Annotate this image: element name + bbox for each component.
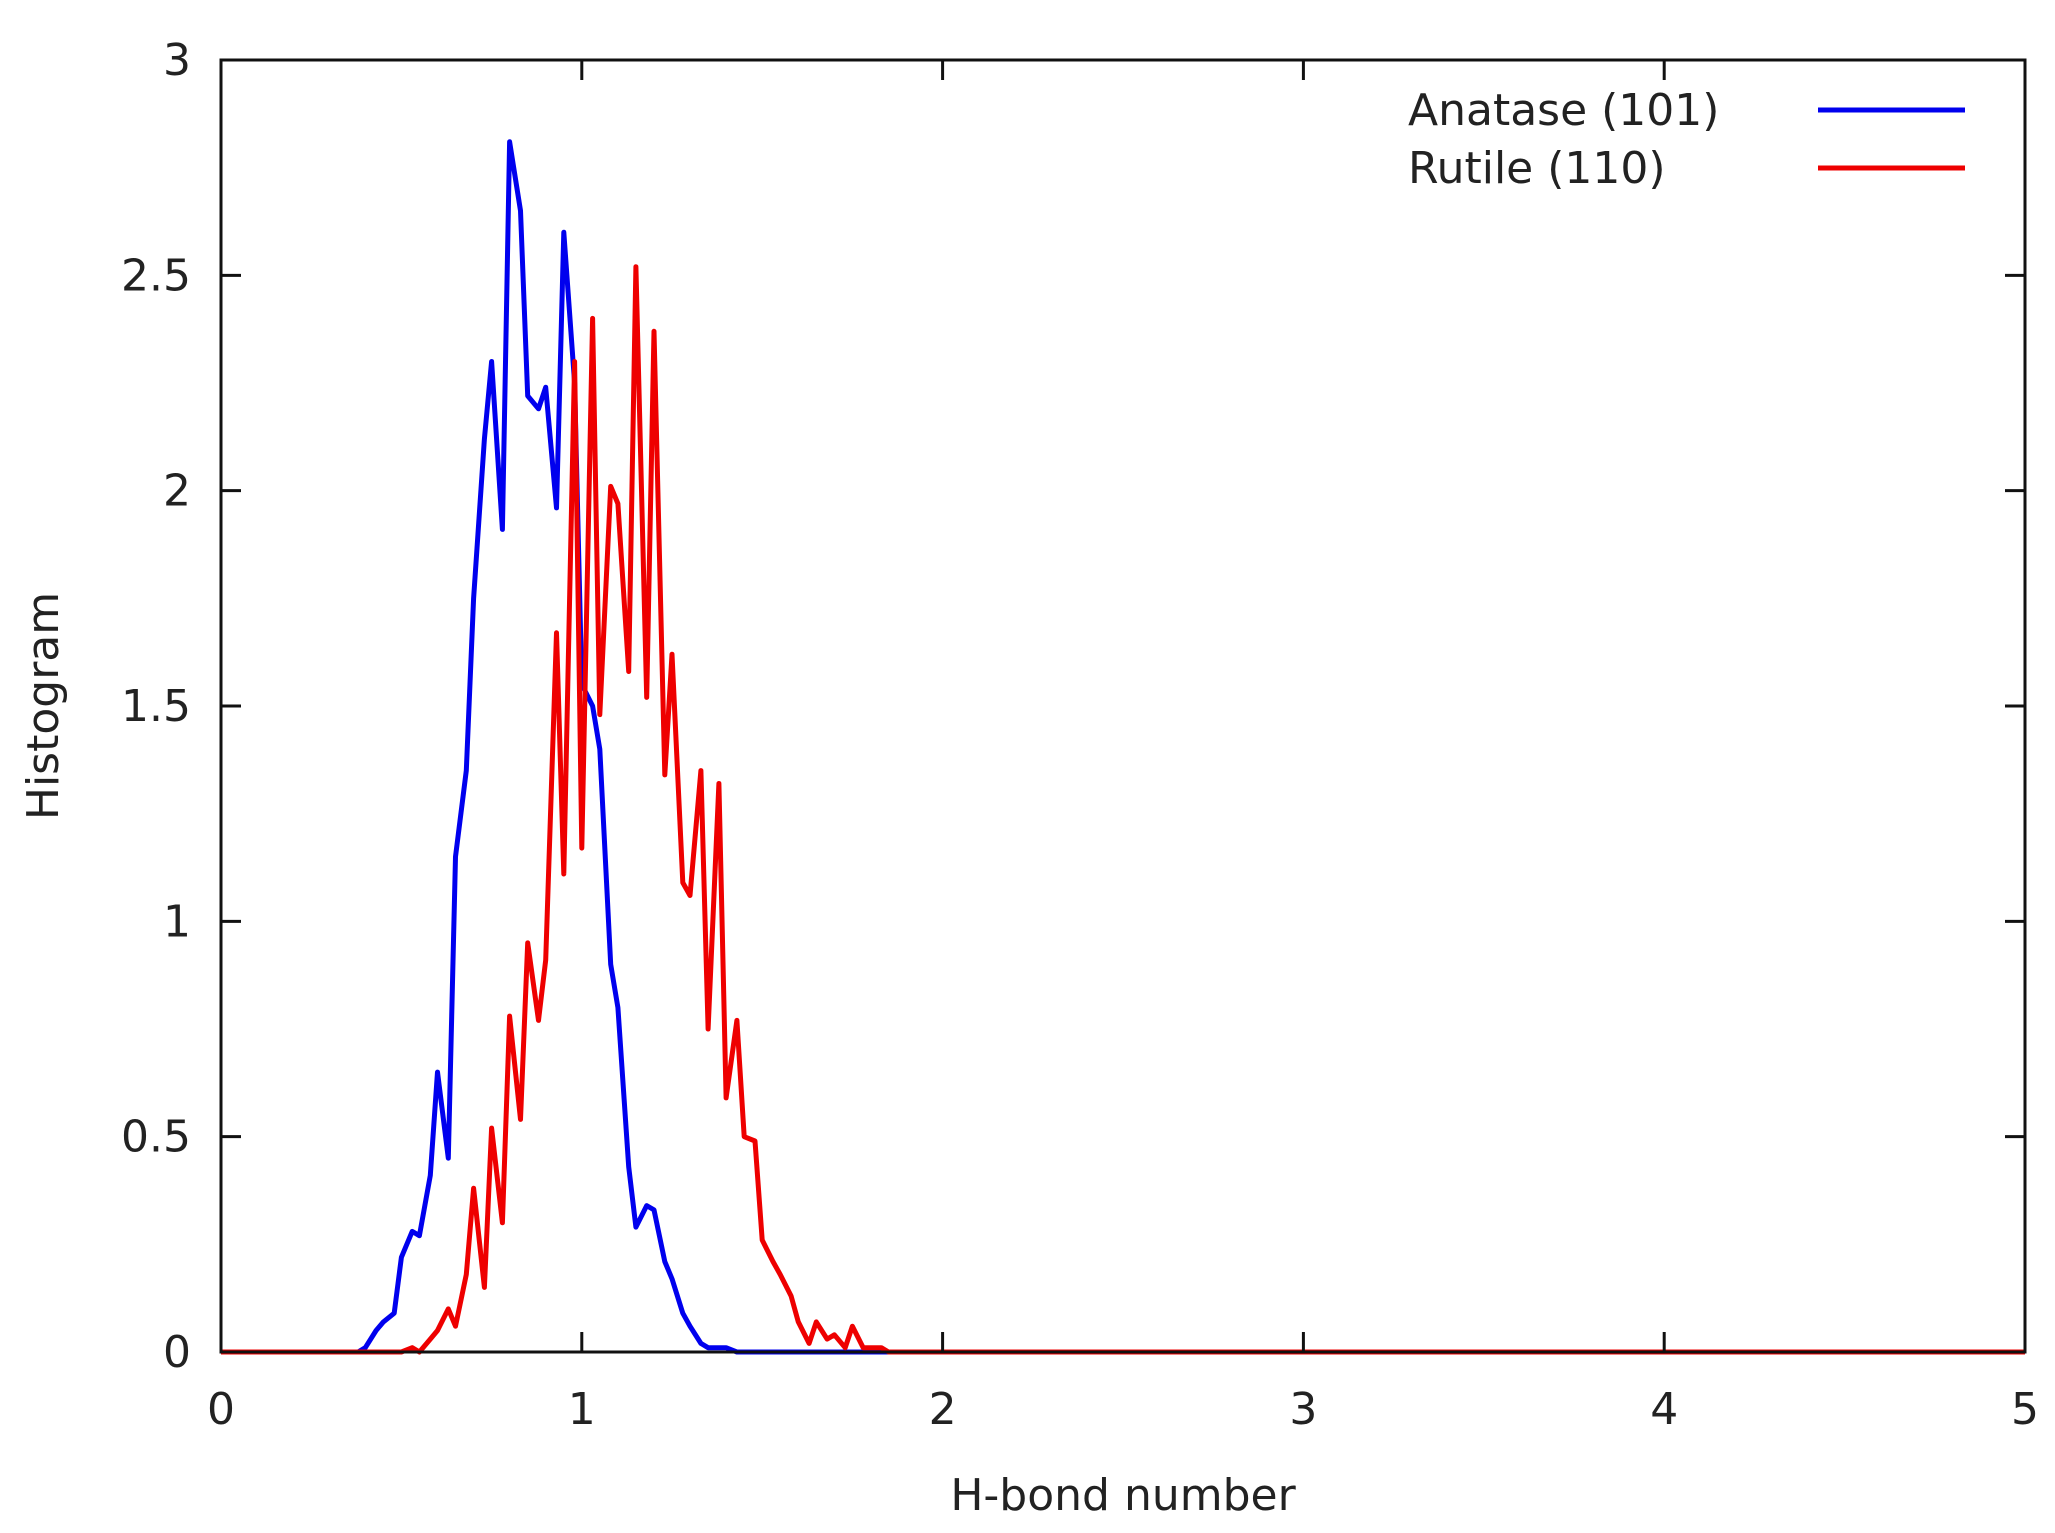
- x-tick-label: 3: [1289, 1384, 1317, 1435]
- series-layer: [221, 139, 2025, 1355]
- x-tick-label: 1: [568, 1384, 596, 1435]
- labels-layer: 0 1 2 3 4 5 0 0.5 1 1.5 2 2.5 3: [121, 35, 2039, 1435]
- legend-label-anatase: Anatase (101): [1408, 85, 1719, 136]
- legend: Anatase (101) Rutile (110): [1408, 85, 1965, 194]
- x-tick-label: 0: [207, 1384, 235, 1435]
- x-tick-label: 5: [2011, 1384, 2039, 1435]
- y-axis-title: Histogram: [18, 592, 69, 820]
- y-tick-label: 1: [163, 896, 191, 947]
- series-line-1: [221, 264, 2025, 1355]
- y-tick-label: 3: [163, 35, 191, 86]
- x-tick-label: 4: [1650, 1384, 1678, 1435]
- y-tick-label: 0.5: [121, 1112, 191, 1163]
- y-tick-label: 2: [163, 466, 191, 517]
- ticks-layer: [219, 58, 2027, 1354]
- legend-label-rutile: Rutile (110): [1408, 143, 1666, 194]
- x-tick-label: 2: [929, 1384, 957, 1435]
- y-tick-label: 1.5: [121, 681, 191, 732]
- series-line-0: [221, 139, 2025, 1355]
- x-axis-title: H-bond number: [950, 1470, 1296, 1521]
- y-tick-label: 2.5: [121, 250, 191, 301]
- y-tick-label: 0: [163, 1327, 191, 1378]
